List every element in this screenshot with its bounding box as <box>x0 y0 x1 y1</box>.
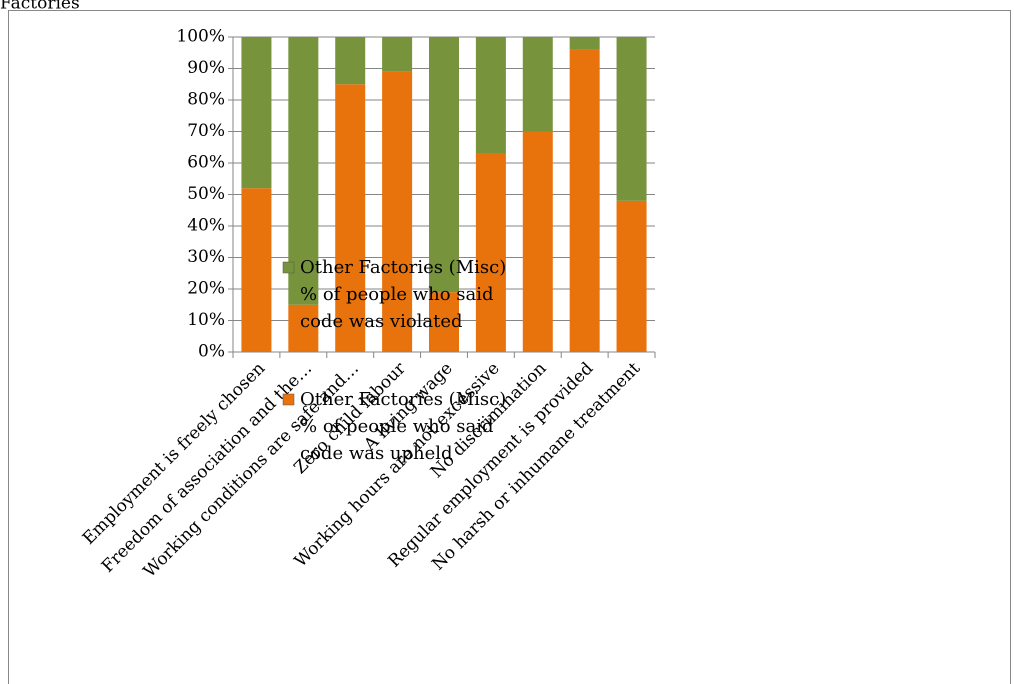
legend-swatch <box>282 261 295 274</box>
bar-segment <box>288 304 319 352</box>
bar-segment <box>569 37 600 50</box>
bar-segment <box>475 153 506 352</box>
y-tick-label: 0% <box>198 342 225 362</box>
bar-segment <box>382 71 413 353</box>
bar-segment <box>475 37 506 154</box>
y-tick-label: 100% <box>176 27 225 47</box>
bar-segment <box>241 37 272 189</box>
bar-segment <box>241 188 272 352</box>
y-tick-label: 30% <box>187 247 225 267</box>
y-tick-label: 80% <box>187 90 225 110</box>
bar-segment <box>429 37 459 293</box>
y-tick-label: 10% <box>187 310 225 330</box>
legend-label: Other Factories (Misc) % of people who s… <box>300 257 507 332</box>
y-tick-label: 40% <box>187 216 225 236</box>
legend-swatch <box>282 393 295 406</box>
bar-segment <box>522 37 553 132</box>
y-tick-label: 50% <box>187 184 225 204</box>
bar-segment <box>616 200 647 352</box>
legend-label: Other Factories (Misc) % of people who s… <box>300 389 507 464</box>
x-tick-label: Employment is freely chosen <box>79 359 269 549</box>
x-tick-label-group: Freedom of association and the… <box>98 359 316 577</box>
bar-segment <box>335 84 366 352</box>
y-tick-label: 90% <box>187 58 225 78</box>
bar-segment <box>288 37 319 305</box>
chart-title: Factories <box>0 0 80 14</box>
bar-segment <box>569 49 600 352</box>
y-tick-label: 70% <box>187 121 225 141</box>
y-tick-label: 60% <box>187 153 225 173</box>
chart-border <box>8 10 1011 684</box>
x-tick-label-group: Employment is freely chosen <box>79 359 269 549</box>
x-tick-label: Freedom of association and the… <box>98 359 316 577</box>
bar-segment <box>522 131 553 352</box>
bar-segment <box>335 37 366 85</box>
y-tick-label: 20% <box>187 279 225 299</box>
bar-segment <box>429 292 459 352</box>
bar-segment <box>382 37 413 72</box>
bar-segment <box>616 37 647 201</box>
